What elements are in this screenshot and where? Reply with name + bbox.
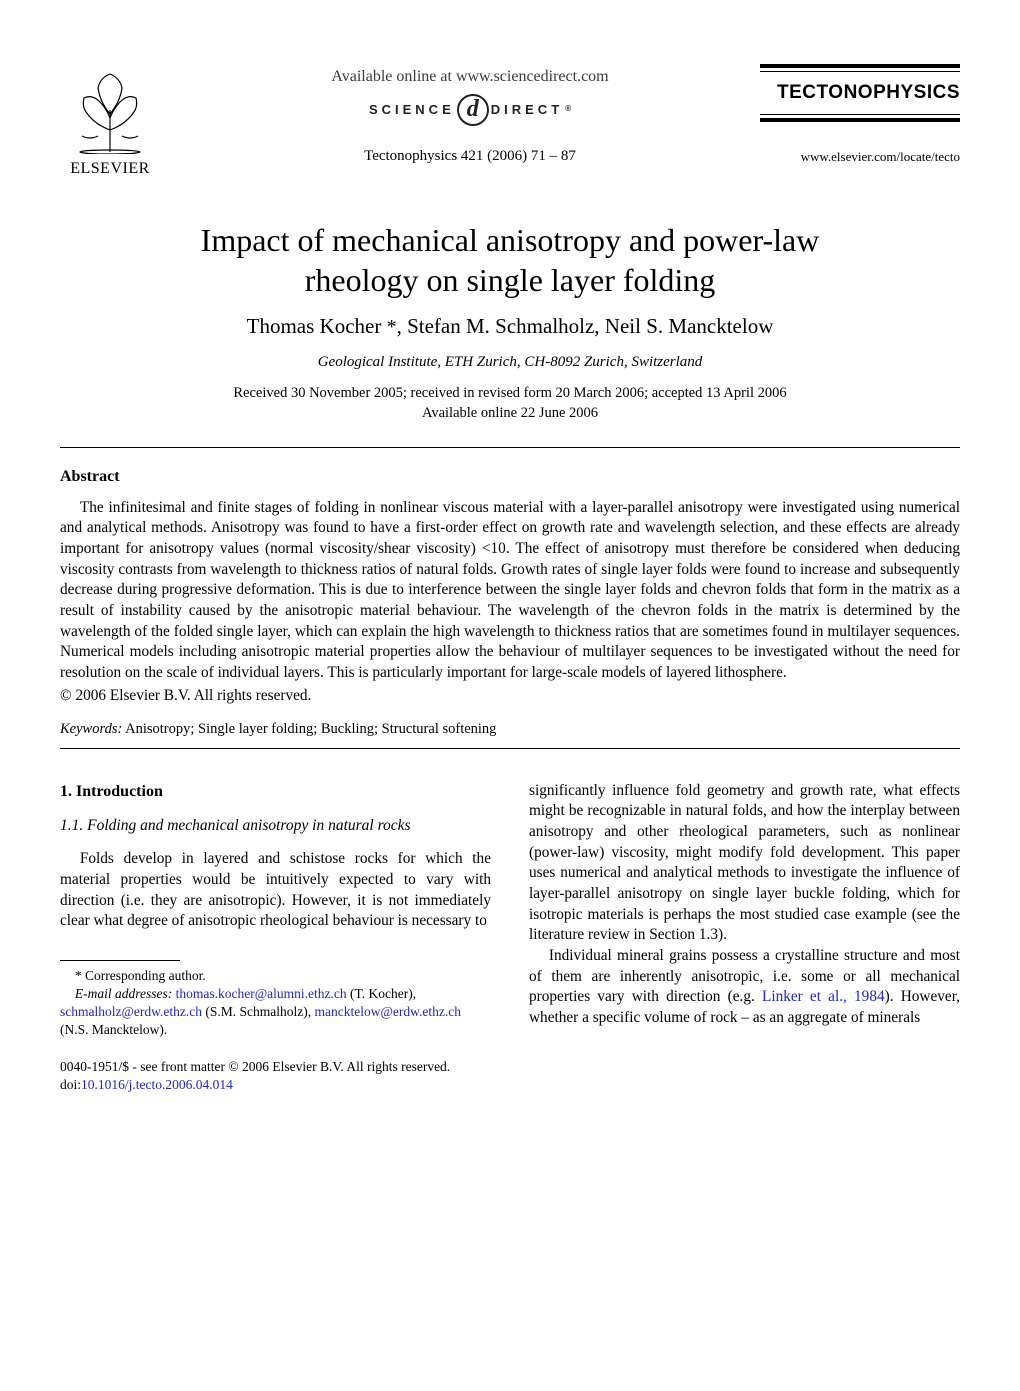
dates-line-1: Received 30 November 2005; received in r… (233, 385, 786, 401)
abstract-body: The infinitesimal and finite stages of f… (60, 498, 960, 684)
sd-left: SCIENCE (369, 101, 455, 119)
front-matter-line: 0040-1951/$ - see front matter © 2006 El… (60, 1058, 491, 1076)
abstract-heading: Abstract (60, 466, 960, 488)
elsevier-tree-icon (70, 66, 150, 154)
header-right: TECTONOPHYSICS www.elsevier.com/locate/t… (760, 60, 960, 165)
journal-name: TECTONOPHYSICS (760, 80, 960, 106)
author-1: Thomas Kocher (247, 314, 387, 338)
abstract-paragraph: The infinitesimal and finite stages of f… (60, 498, 960, 684)
doi-label: doi: (60, 1077, 81, 1092)
affiliation: Geological Institute, ETH Zurich, CH-809… (60, 352, 960, 372)
footnote-rule (60, 960, 180, 961)
citation-link-linker-1984[interactable]: Linker et al., 1984 (762, 988, 885, 1005)
journal-title-box: TECTONOPHYSICS (760, 64, 960, 122)
email-who-3: (N.S. Mancktelow). (60, 1022, 167, 1037)
dates-line-2: Available online 22 June 2006 (422, 405, 598, 421)
page-header: ELSEVIER Available online at www.science… (60, 60, 960, 180)
rule-below-keywords (60, 748, 960, 749)
header-center: Available online at www.sciencedirect.co… (180, 60, 760, 166)
doi-line: doi:10.1016/j.tecto.2006.04.014 (60, 1076, 491, 1094)
sd-d-icon: d (457, 94, 489, 126)
elsevier-label: ELSEVIER (70, 158, 150, 180)
col2-paragraph-1: significantly influence fold geometry an… (529, 781, 960, 946)
sd-right: DIRECT (491, 101, 563, 119)
sd-registered: ® (565, 104, 571, 115)
journal-reference: Tectonophysics 421 (2006) 71 – 87 (180, 146, 760, 166)
email-who-2: (S.M. Schmalholz), (202, 1004, 315, 1019)
footnotes: * Corresponding author. E-mail addresses… (60, 967, 491, 1040)
publisher-logo-block: ELSEVIER (60, 60, 180, 180)
article-title: Impact of mechanical anisotropy and powe… (60, 220, 960, 300)
copyright-line: © 2006 Elsevier B.V. All rights reserved… (60, 686, 960, 707)
email-who-1: (T. Kocher), (347, 986, 416, 1001)
email-link-1[interactable]: thomas.kocher@alumni.ethz.ch (176, 986, 347, 1001)
col2-paragraph-2: Individual mineral grains possess a crys… (529, 946, 960, 1029)
email-label: E-mail addresses: (75, 986, 172, 1001)
section-1-heading: 1. Introduction (60, 781, 491, 803)
corresponding-star: * (387, 316, 397, 338)
col1-paragraph-1: Folds develop in layered and schistose r… (60, 849, 491, 932)
title-line-1: Impact of mechanical anisotropy and powe… (201, 222, 820, 258)
email-link-3[interactable]: mancktelow@erdw.ethz.ch (315, 1004, 462, 1019)
elsevier-logo: ELSEVIER (60, 60, 160, 180)
available-online-text: Available online at www.sciencedirect.co… (180, 66, 760, 88)
footnote-emails: E-mail addresses: thomas.kocher@alumni.e… (60, 985, 491, 1040)
article-history: Received 30 November 2005; received in r… (60, 383, 960, 424)
doi-link[interactable]: 10.1016/j.tecto.2006.04.014 (81, 1077, 233, 1092)
author-list: Thomas Kocher *, Stefan M. Schmalholz, N… (60, 312, 960, 340)
author-rest: , Stefan M. Schmalholz, Neil S. Mancktel… (397, 314, 774, 338)
subsection-1-1-heading: 1.1. Folding and mechanical anisotropy i… (60, 816, 491, 837)
keywords-text: Anisotropy; Single layer folding; Buckli… (122, 721, 496, 737)
column-right: significantly influence fold geometry an… (529, 781, 960, 1094)
keywords-label: Keywords: (60, 721, 122, 737)
body-columns: 1. Introduction 1.1. Folding and mechani… (60, 781, 960, 1094)
rule-above-abstract (60, 447, 960, 448)
journal-url: www.elsevier.com/locate/tecto (760, 148, 960, 166)
front-matter: 0040-1951/$ - see front matter © 2006 El… (60, 1058, 491, 1094)
email-link-2[interactable]: schmalholz@erdw.ethz.ch (60, 1004, 202, 1019)
sciencedirect-logo: SCIENCE d DIRECT® (180, 94, 760, 126)
title-line-2: rheology on single layer folding (305, 262, 716, 298)
column-left: 1. Introduction 1.1. Folding and mechani… (60, 781, 491, 1094)
footnote-corresponding: * Corresponding author. (60, 967, 491, 985)
keywords-line: Keywords: Anisotropy; Single layer foldi… (60, 720, 960, 740)
